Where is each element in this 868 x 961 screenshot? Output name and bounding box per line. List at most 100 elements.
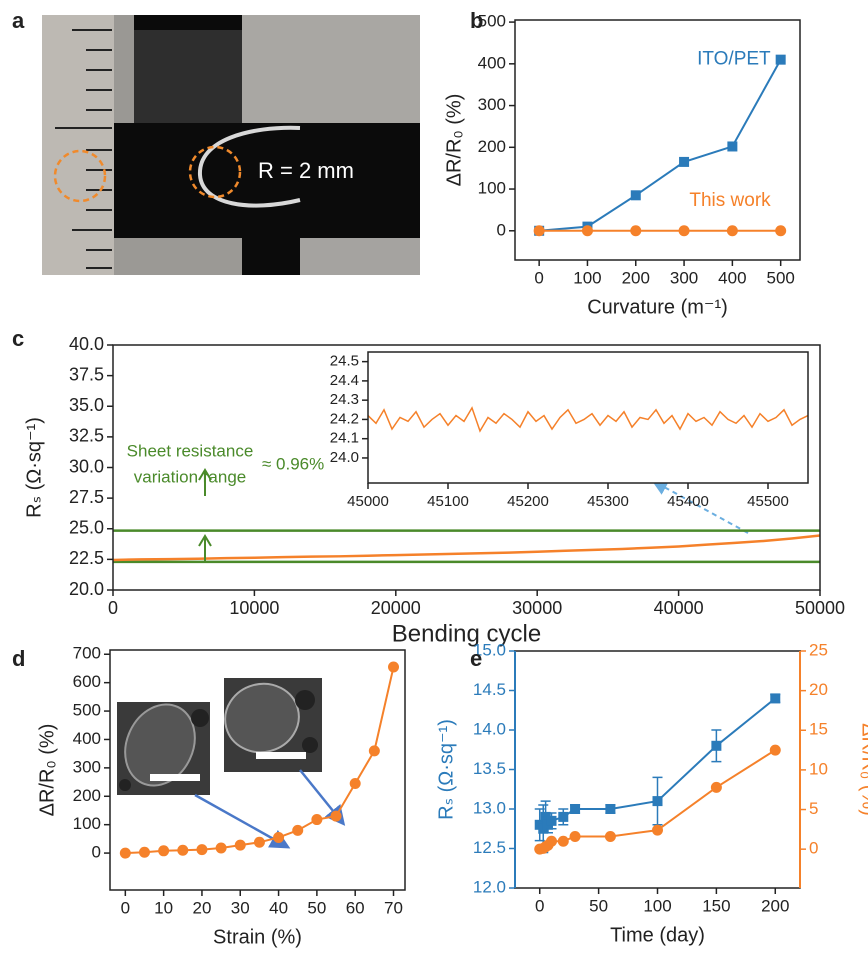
x-tick-label: 45200 — [507, 493, 549, 510]
marker — [368, 745, 380, 757]
y-tick-label: 12.0 — [473, 877, 506, 896]
panel-label: e — [470, 646, 482, 671]
marker — [630, 190, 641, 201]
x-tick-label: 0 — [121, 898, 130, 917]
legend-label: This work — [689, 190, 771, 211]
marker — [679, 156, 690, 167]
marker — [273, 831, 285, 843]
y2-tick-label: 20 — [809, 680, 828, 699]
x-tick-label: 45400 — [667, 493, 709, 510]
marker — [215, 842, 227, 854]
x-tick-label: 50000 — [795, 598, 845, 618]
y-tick-label: 24.4 — [330, 372, 359, 389]
x-tick-label: 40 — [269, 898, 288, 917]
arrow — [194, 793, 291, 849]
y2-axis-title: ΔR/R₀ (%) — [858, 723, 868, 816]
x-tick-label: 45100 — [427, 493, 469, 510]
y-tick-label: 600 — [73, 672, 101, 691]
y-tick-label: 22.5 — [69, 548, 104, 568]
marker — [652, 824, 663, 836]
series-line — [539, 59, 782, 232]
marker — [119, 847, 131, 859]
marker — [177, 844, 189, 856]
x-tick-label: 30 — [231, 898, 250, 917]
x-axis-title: Curvature (m⁻¹) — [587, 296, 728, 318]
series-line — [112, 534, 821, 562]
x-axis-title: Strain (%) — [213, 926, 302, 948]
y-axis-title: ΔR/R₀ (%) — [443, 94, 465, 187]
y-tick-label: 37.5 — [69, 364, 104, 384]
y-tick-label: 300 — [478, 95, 506, 114]
y-tick-label: 13.0 — [473, 798, 506, 817]
marker — [558, 811, 569, 822]
marker — [652, 796, 663, 807]
y-tick-label: 200 — [73, 786, 101, 805]
axes-frame — [367, 351, 809, 484]
x-tick-label: 150 — [702, 896, 730, 915]
y-axis-title: Rₛ (Ω·sq⁻¹) — [435, 719, 457, 820]
y-tick-label: 27.5 — [69, 487, 104, 507]
y-tick-label: 14.0 — [473, 719, 506, 738]
marker — [569, 830, 581, 842]
marker — [604, 830, 616, 842]
sem-image — [117, 678, 322, 795]
annotation: ≈ 0.96% — [262, 454, 324, 473]
marker — [533, 225, 545, 237]
x-tick-label: 0 — [534, 268, 543, 287]
panel-label: a — [12, 8, 25, 33]
marker — [546, 835, 558, 847]
y-tick-label: 24.3 — [330, 391, 359, 408]
marker — [311, 814, 323, 826]
x-tick-label: 200 — [622, 268, 650, 287]
y-tick-label: 20.0 — [69, 579, 104, 599]
x-tick-label: 40000 — [654, 598, 704, 618]
marker — [292, 824, 304, 836]
marker — [775, 54, 786, 65]
y-tick-label: 500 — [478, 12, 506, 31]
marker — [253, 836, 265, 848]
y-tick-label: 0 — [92, 843, 101, 862]
y-tick-label: 0 — [497, 220, 506, 239]
annotation: variation range — [134, 467, 246, 486]
y2-tick-label: 0 — [809, 839, 818, 858]
y2-tick-label: 5 — [809, 799, 818, 818]
marker — [388, 661, 400, 673]
marker — [234, 839, 246, 851]
photo: R = 2 mm — [42, 15, 420, 275]
x-axis-title: Bending cycle — [392, 620, 541, 647]
y2-tick-label: 25 — [809, 640, 828, 659]
x-tick-label: 200 — [761, 896, 789, 915]
marker — [158, 845, 170, 857]
x-tick-label: 20000 — [371, 598, 421, 618]
x-tick-label: 30000 — [512, 598, 562, 618]
x-tick-label: 70 — [384, 898, 403, 917]
axes-frame — [112, 344, 821, 591]
marker — [727, 141, 738, 152]
y-tick-label: 100 — [478, 179, 506, 198]
panel-label: b — [470, 8, 483, 33]
y-tick-label: 24.0 — [330, 449, 359, 466]
marker — [557, 835, 569, 847]
y-tick-label: 400 — [478, 53, 506, 72]
photo-annotation: R = 2 mm — [258, 158, 354, 183]
marker — [678, 225, 690, 237]
y-tick-label: 700 — [73, 644, 101, 663]
annotation: Sheet resistance — [127, 441, 254, 460]
marker — [546, 815, 557, 826]
y-tick-label: 40.0 — [69, 334, 104, 354]
y-axis-title: ΔR/R₀ (%) — [36, 724, 58, 817]
y-tick-label: 24.5 — [330, 353, 359, 370]
x-tick-label: 50 — [589, 896, 608, 915]
marker — [770, 693, 781, 704]
y-tick-label: 14.5 — [473, 680, 506, 699]
marker — [330, 810, 342, 822]
x-tick-label: 0 — [108, 598, 118, 618]
marker — [570, 804, 581, 814]
x-tick-label: 60 — [346, 898, 365, 917]
y2-tick-label: 15 — [809, 720, 828, 739]
x-tick-label: 45500 — [747, 493, 789, 510]
y-tick-label: 300 — [73, 757, 101, 776]
legend-label: ITO/PET — [697, 49, 771, 70]
axes-frame — [514, 19, 801, 261]
